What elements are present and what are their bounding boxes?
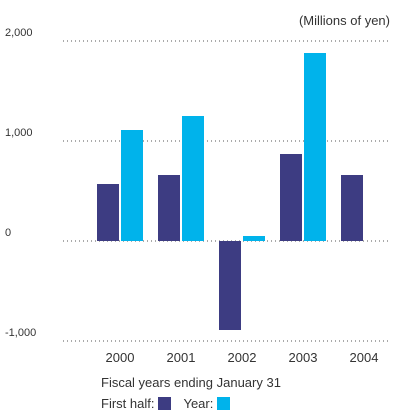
bar-year-2000 bbox=[121, 130, 143, 241]
x-tick-label: 2002 bbox=[228, 350, 257, 365]
y-tick-label: -1,000 bbox=[5, 327, 36, 339]
y-tick-label: 2,000 bbox=[5, 27, 33, 39]
bar-first-half-2002 bbox=[219, 241, 241, 330]
bar-first-half-2004 bbox=[341, 175, 363, 241]
y-tick-label: 0 bbox=[5, 227, 11, 239]
unit-label: (Millions of yen) bbox=[299, 13, 390, 28]
legend-first-half-label: First half: bbox=[101, 396, 155, 411]
bar-year-2002 bbox=[243, 236, 265, 241]
bar-first-half-2003 bbox=[280, 154, 302, 241]
legend: First half: Year: bbox=[101, 396, 231, 411]
x-tick-label: 2003 bbox=[289, 350, 318, 365]
y-tick-label: 1,000 bbox=[5, 127, 33, 139]
bar-first-half-2001 bbox=[158, 175, 180, 241]
x-tick-label: 2004 bbox=[350, 350, 379, 365]
x-axis-label: Fiscal years ending January 31 bbox=[101, 375, 281, 390]
x-tick-label: 2001 bbox=[167, 350, 196, 365]
legend-year-label: Year: bbox=[183, 396, 214, 411]
x-tick-label: 2000 bbox=[106, 350, 135, 365]
bar-year-2001 bbox=[182, 116, 204, 241]
bar-year-2003 bbox=[304, 53, 326, 241]
bar-first-half-2000 bbox=[97, 184, 119, 241]
legend-first-half-swatch bbox=[158, 397, 172, 410]
legend-year-swatch bbox=[217, 397, 231, 410]
